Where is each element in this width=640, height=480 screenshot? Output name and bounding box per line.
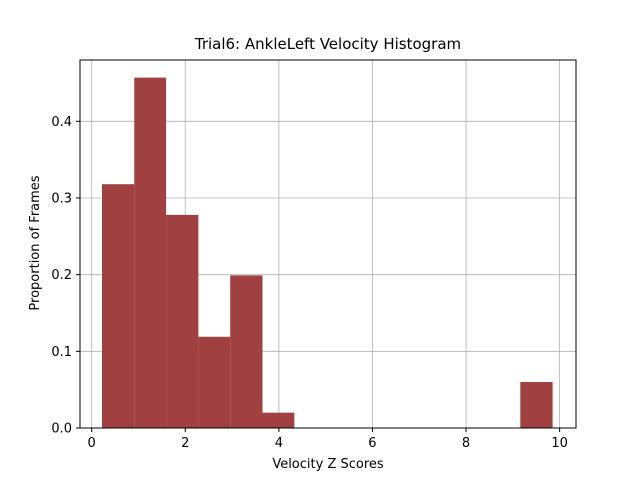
y-tick-label: 0.0 xyxy=(51,422,72,437)
x-tick-label: 2 xyxy=(181,436,189,451)
histogram-bar xyxy=(134,77,167,428)
x-tick-label: 0 xyxy=(88,436,96,451)
y-axis-label: Proportion of Frames xyxy=(28,175,43,310)
x-tick-label: 10 xyxy=(551,436,568,451)
histogram-bar xyxy=(101,184,135,428)
histogram-bar xyxy=(166,214,199,428)
y-tick-label: 0.4 xyxy=(51,115,72,130)
histogram-bar xyxy=(520,382,553,428)
x-axis-ticks: 0 2 4 6 8 10 xyxy=(88,428,568,451)
histogram-bar xyxy=(262,412,295,428)
x-tick-label: 4 xyxy=(275,436,283,451)
x-axis-label: Velocity Z Scores xyxy=(272,457,384,472)
histogram-bar xyxy=(198,336,231,428)
y-tick-label: 0.3 xyxy=(51,192,72,207)
histogram-bars xyxy=(101,77,553,428)
plot-frame xyxy=(79,59,577,429)
y-tick-label: 0.2 xyxy=(51,268,72,283)
x-tick-label: 8 xyxy=(462,436,470,451)
x-tick-label: 6 xyxy=(368,436,376,451)
y-axis-ticks: 0.0 0.1 0.2 0.3 0.4 xyxy=(51,115,80,437)
chart-title: Trial6: AnkleLeft Velocity Histogram xyxy=(194,35,461,53)
histogram-bar xyxy=(230,275,263,428)
y-tick-label: 0.1 xyxy=(51,345,72,360)
